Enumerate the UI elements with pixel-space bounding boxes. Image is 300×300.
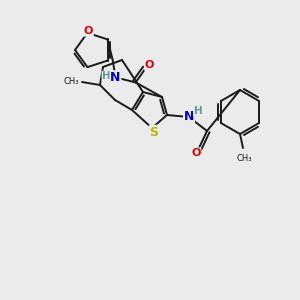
Text: CH₃: CH₃ [64,77,79,86]
Text: O: O [145,60,154,70]
Text: N: N [110,71,121,84]
Text: O: O [191,148,201,158]
Text: H: H [102,71,111,81]
Text: H: H [194,106,202,116]
Text: N: N [184,110,194,124]
Text: CH₃: CH₃ [236,154,252,163]
Text: S: S [149,125,158,139]
Text: O: O [84,26,93,36]
